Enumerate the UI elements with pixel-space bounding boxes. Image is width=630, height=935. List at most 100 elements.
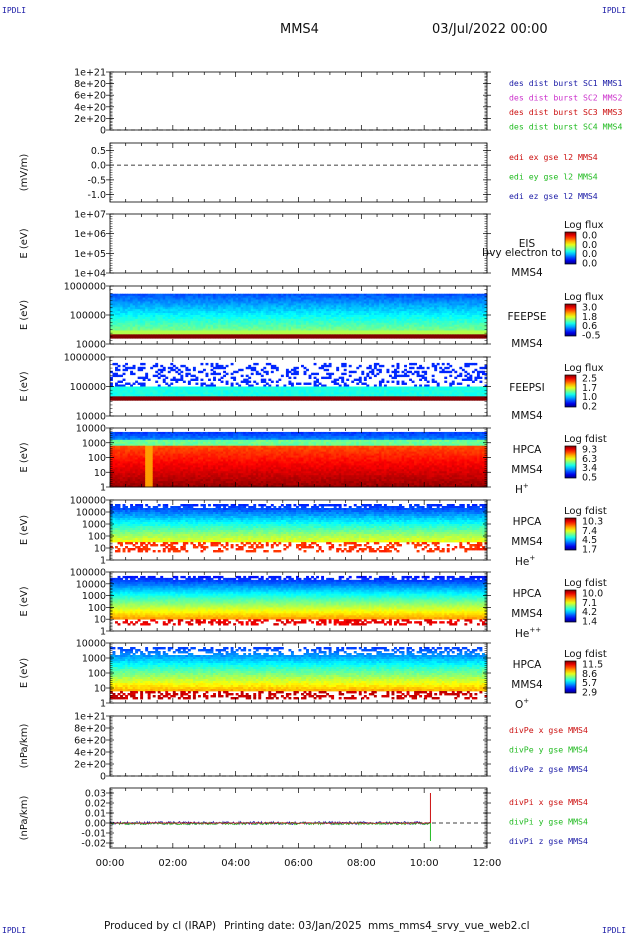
x-tick-label: 10:00 [410, 858, 439, 869]
colorbar [565, 375, 576, 407]
overlay-label: Ӏ)vy electron to [482, 247, 562, 259]
y-tick-label: 4e+20 [74, 102, 106, 113]
legend-entry: des dist burst SC1 MMS1 [509, 78, 622, 88]
y-tick-label: 1e+04 [74, 269, 106, 280]
y-tick-label: 100 [88, 669, 106, 680]
spacecraft-label: MMS4 [511, 608, 543, 620]
y-tick-label: 1 [100, 556, 106, 567]
y-tick-label: 1000000 [64, 353, 106, 364]
y-tick-label: 1000000 [64, 282, 106, 293]
species-charge: + [523, 697, 529, 705]
spacecraft-label: MMS4 [511, 679, 543, 691]
y-tick-label: 1e+06 [74, 229, 106, 240]
footer-script-name: mms_mms4_srvy_vue_web2.cl [368, 920, 530, 932]
spacecraft-label: MMS4 [511, 410, 543, 422]
species-charge: + [529, 554, 535, 562]
y-tick-label: 1000 [82, 438, 106, 449]
instrument-label: HPCA [513, 659, 543, 671]
y-tick-label: 10 [94, 468, 106, 479]
instrument-label: HPCA [513, 444, 543, 456]
colorbar [565, 446, 576, 478]
y-tick-label: 10 [94, 544, 106, 555]
x-tick-label: 00:00 [96, 858, 125, 869]
y-tick-label: 0.5 [91, 146, 106, 157]
y-tick-label: 100000 [70, 382, 106, 393]
y-tick-label: 1 [100, 627, 106, 638]
colorbar-title: Log fdist [564, 506, 607, 517]
panels-svg: 1e+218e+206e+204e+202e+200des dist burst… [0, 0, 630, 934]
colorbar [565, 304, 576, 336]
y-axis-label: (nPa/km) [19, 796, 30, 841]
x-tick-label: 06:00 [284, 858, 313, 869]
species-label: H+ [515, 482, 529, 496]
y-axis-label: E (eV) [19, 658, 30, 688]
panel-div-pe: 1e+218e+206e+204e+202e+200(nPa/km)divPe … [19, 712, 588, 783]
y-tick-label: 1e+07 [74, 210, 106, 221]
y-tick-label: 1000 [82, 520, 106, 531]
legend-entry: des dist burst SC4 MMS4 [509, 122, 622, 132]
colorbar-tick-label: 0.5 [582, 473, 597, 484]
y-tick-label: 10000 [76, 639, 106, 650]
spacecraft-label: MMS4 [511, 267, 543, 279]
panel-frame [110, 143, 487, 202]
legend-entry: des dist burst SC2 MMS2 [509, 93, 622, 103]
y-tick-label: 1e+21 [74, 68, 106, 79]
x-tick-label: 02:00 [158, 858, 187, 869]
y-tick-label: 10000 [76, 424, 106, 435]
legend-entry: edi ez gse l2 MMS4 [509, 191, 598, 201]
y-tick-label: 10000 [76, 412, 106, 423]
species-label: O+ [515, 697, 529, 711]
species-label: He++ [515, 626, 541, 640]
y-tick-label: 100 [88, 603, 106, 614]
colorbar-tick-label: 1.4 [582, 617, 597, 628]
instrument-label: HPCA [513, 588, 543, 600]
y-tick-label: 10000 [76, 579, 106, 590]
y-tick-label: 6e+20 [74, 91, 106, 102]
colorbar-title: Log flux [564, 220, 604, 231]
y-tick-label: 1000 [82, 654, 106, 665]
legend-entry: divPe y gse MMS4 [509, 745, 588, 755]
instrument-label: HPCA [513, 516, 543, 528]
colorbar [565, 661, 576, 693]
y-tick-label: 1e+05 [74, 249, 106, 260]
y-tick-label: 1 [100, 483, 106, 494]
y-tick-label: 100 [88, 453, 106, 464]
y-axis-label: (mV/m) [19, 154, 30, 192]
y-tick-label: 1000 [82, 591, 106, 602]
legend-entry: edi ex gse l2 MMS4 [509, 152, 598, 162]
y-tick-label: 6e+20 [74, 736, 106, 747]
legend-entry: des dist burst SC3 MMS3 [509, 107, 622, 117]
y-tick-label: 1e+21 [74, 712, 106, 723]
panel-edi-e-field: 0.50.0-0.5-1.0(mV/m)edi ex gse l2 MMS4ed… [19, 143, 598, 202]
colorbar-title: Log flux [564, 363, 604, 374]
colorbar-title: Log fdist [564, 649, 607, 660]
colorbar-title: Log flux [564, 292, 604, 303]
spacecraft-label: MMS4 [511, 338, 543, 350]
panel-frame [110, 72, 487, 130]
instrument-label: FEEPSI [509, 382, 544, 394]
y-tick-label: 10 [94, 615, 106, 626]
panel-frame [110, 214, 487, 273]
y-tick-label: -0.02 [81, 839, 106, 850]
species-label: He+ [515, 554, 535, 568]
y-axis-label: E (eV) [19, 442, 30, 472]
colorbar [565, 590, 576, 622]
legend-entry: divPi x gse MMS4 [509, 797, 588, 807]
y-tick-label: 100 [88, 532, 106, 543]
colorbar [565, 518, 576, 550]
legend-entry: divPe x gse MMS4 [509, 725, 588, 735]
legend-entry: divPi y gse MMS4 [509, 817, 588, 827]
x-tick-label: 04:00 [221, 858, 250, 869]
legend-entry: divPe z gse MMS4 [509, 764, 588, 774]
x-tick-label: 08:00 [347, 858, 376, 869]
y-axis-label: E (eV) [19, 371, 30, 401]
y-tick-label: 8e+20 [74, 79, 106, 90]
y-tick-label: 1 [100, 699, 106, 710]
y-axis-label: E (eV) [19, 586, 30, 616]
y-tick-label: -0.5 [87, 175, 106, 186]
